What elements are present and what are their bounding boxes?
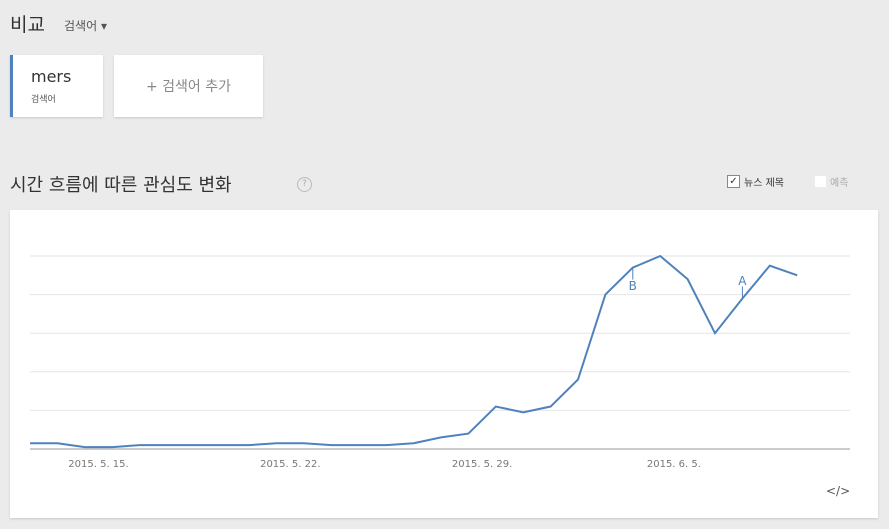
x-tick-label: 2015. 5. 15.	[68, 459, 128, 470]
dropdown-label: 검색어	[64, 19, 98, 33]
x-tick-label: 2015. 5. 22.	[260, 459, 320, 470]
annotation: A	[738, 274, 747, 288]
term-card[interactable]: mers 검색어	[10, 55, 103, 117]
header-title: 비교	[10, 14, 45, 36]
embed-button[interactable]: </>	[826, 484, 851, 498]
dropdown[interactable]: 검색어 ▾	[64, 19, 107, 33]
chart-panel: 2015. 5. 15. 2015. 5. 22. 2015. 5. 29. 2015…	[10, 210, 878, 518]
chart: 2015. 5. 15. 2015. 5. 22. 2015. 5. 29. 2015…	[30, 254, 850, 470]
add-term[interactable]: + 검색어 추가	[114, 55, 263, 117]
term-kind: 검색어	[31, 95, 56, 105]
help-icon[interactable]: ?	[297, 177, 312, 192]
checkbox: ✓	[727, 175, 740, 188]
option[interactable]: 예측	[815, 174, 848, 189]
annotation: B	[629, 279, 637, 293]
section-title: 시간 흐름에 따른 관심도 변화	[10, 175, 232, 196]
x-tick-label: 2015. 6. 5.	[647, 459, 701, 470]
option-label: 예측	[830, 178, 849, 189]
line	[30, 254, 798, 449]
checkbox	[815, 176, 826, 187]
x-tick-label: 2015. 5. 29.	[452, 459, 512, 470]
term: mers	[31, 67, 72, 86]
option-label: 뉴스 제목	[744, 178, 784, 189]
option[interactable]: ✓ 뉴스 제목	[727, 174, 784, 189]
